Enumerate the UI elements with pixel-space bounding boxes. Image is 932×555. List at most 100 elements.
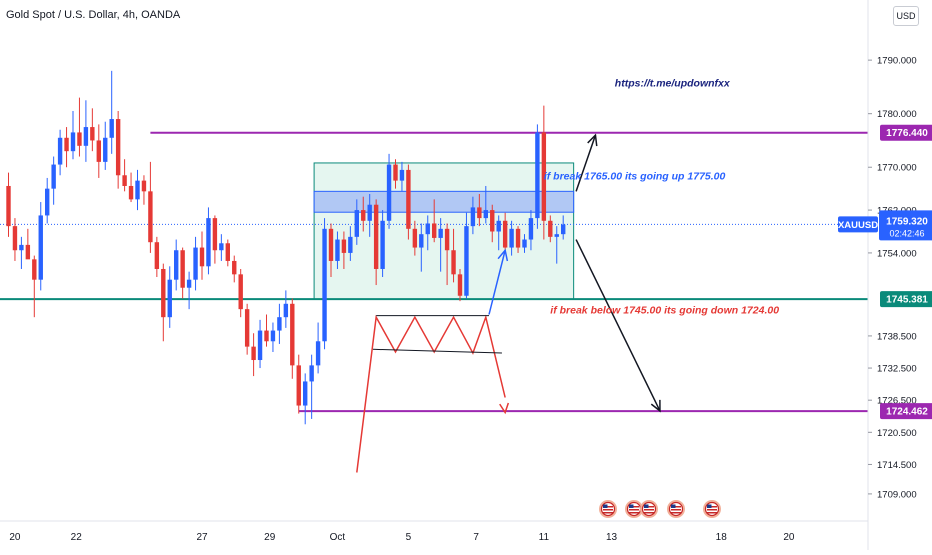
- horizontal-lines-layer: [0, 131, 868, 413]
- candle-body: [412, 228, 418, 248]
- badge-background: [880, 291, 932, 308]
- event-icon-canton: [671, 504, 676, 508]
- pattern-bottom-line: [372, 348, 502, 354]
- candle-body: [490, 210, 495, 232]
- us-flag-event-icon[interactable]: [640, 500, 658, 518]
- zone-box: [313, 190, 575, 213]
- candle-body: [432, 223, 437, 238]
- badge-background: [880, 403, 932, 420]
- candle-body: [167, 279, 172, 318]
- candle-body: [45, 188, 50, 216]
- candle-body: [135, 180, 140, 200]
- candle-body: [354, 210, 359, 237]
- candle-body: [315, 341, 321, 366]
- event-icon-stripe: [671, 509, 681, 511]
- candle-body: [483, 210, 488, 219]
- candle-body: [270, 330, 276, 342]
- candle-body: [322, 228, 327, 342]
- zigzag-pattern: [356, 314, 506, 473]
- candle-body: [425, 223, 430, 235]
- event-icon-stripe: [629, 506, 639, 508]
- x-tick-label: 29: [264, 532, 276, 543]
- candle-body: [361, 210, 366, 221]
- candle-body: [6, 185, 11, 227]
- candle-body: [373, 204, 379, 269]
- candle-body: [38, 215, 43, 280]
- x-tick-label: 20: [783, 532, 795, 543]
- candle-body: [180, 250, 185, 288]
- x-tick-label: 13: [606, 532, 618, 543]
- us-flag-event-icon[interactable]: [667, 500, 685, 518]
- candle-body: [206, 218, 211, 267]
- candle-body: [122, 175, 127, 186]
- y-tick-label: 1720.500: [877, 428, 917, 439]
- candle-body: [199, 247, 205, 267]
- candle-body: [367, 204, 372, 221]
- arrow-head: [497, 248, 509, 262]
- x-tick-label: 27: [196, 532, 208, 543]
- annotation-text: if break below 1745.00 its going down 17…: [550, 304, 779, 316]
- drawings-layer: [356, 133, 661, 473]
- current-price-bg: [879, 210, 932, 241]
- symbol-title: Gold Spot / U.S. Dollar, 4h, OANDA: [6, 9, 181, 21]
- event-markers[interactable]: [599, 500, 721, 518]
- event-icon-stripe: [603, 509, 613, 511]
- event-icon-stripe: [629, 512, 639, 514]
- candle-body: [25, 244, 31, 260]
- us-flag-event-icon[interactable]: [703, 500, 721, 518]
- candle-body: [290, 303, 295, 366]
- y-tick-label: 1732.500: [877, 364, 917, 375]
- candle-body: [303, 381, 308, 406]
- y-tick-label: 1738.500: [877, 331, 917, 342]
- candle-body: [251, 346, 256, 361]
- event-icon-stripe: [644, 512, 654, 514]
- candle-body: [64, 137, 69, 152]
- symbol-tag: XAUUSD: [838, 220, 878, 231]
- arrow-head: [587, 133, 598, 147]
- candle-body: [438, 228, 443, 238]
- badge-value: 1724.462: [886, 407, 928, 418]
- candle-body: [77, 132, 82, 146]
- currency-button[interactable]: USD: [893, 6, 919, 26]
- annotation-text: if break 1765.00 its going up 1775.00: [544, 171, 726, 183]
- candle-body: [148, 191, 153, 243]
- candle-body: [109, 119, 114, 138]
- event-icon-stripe: [644, 509, 654, 511]
- candle-body: [561, 224, 566, 235]
- event-icon-canton: [629, 504, 634, 508]
- current-price-value: 1759.320: [886, 216, 928, 227]
- y-tick-label: 1709.000: [877, 489, 917, 500]
- candle-body: [225, 243, 230, 261]
- bullish-target-arrow: [575, 134, 597, 192]
- candle-body: [244, 309, 250, 347]
- candle-body: [348, 236, 353, 253]
- bearish-target-arrow: [575, 239, 661, 412]
- candle-body: [283, 303, 289, 318]
- countdown-timer: 02:42:46: [889, 228, 924, 238]
- zones-layer: [313, 162, 575, 300]
- candle-body: [502, 220, 508, 248]
- event-icon-stripe: [603, 512, 613, 514]
- candle-body: [186, 279, 192, 288]
- us-flag-event-icon[interactable]: [599, 500, 617, 518]
- candle-body: [57, 137, 63, 165]
- annotations-layer: https://t.me/updownfxx if break 1765.00 i…: [544, 77, 779, 518]
- candle-body: [257, 330, 263, 361]
- event-icon-canton: [707, 504, 712, 508]
- candle-body: [296, 365, 301, 406]
- candle-body: [335, 239, 340, 261]
- candle-body: [470, 207, 476, 227]
- event-icon-stripe: [707, 509, 717, 511]
- price-level-badge: 1776.440: [880, 124, 932, 141]
- candle-body: [515, 228, 521, 248]
- y-tick-label: 1714.500: [877, 460, 917, 471]
- candle-body: [380, 220, 385, 269]
- candle-body: [19, 244, 24, 251]
- x-tick-label: 11: [539, 532, 550, 543]
- symbol-tag-bg: [838, 216, 878, 233]
- y-tick-label: 1790.000: [877, 56, 917, 67]
- candle-body: [451, 250, 456, 275]
